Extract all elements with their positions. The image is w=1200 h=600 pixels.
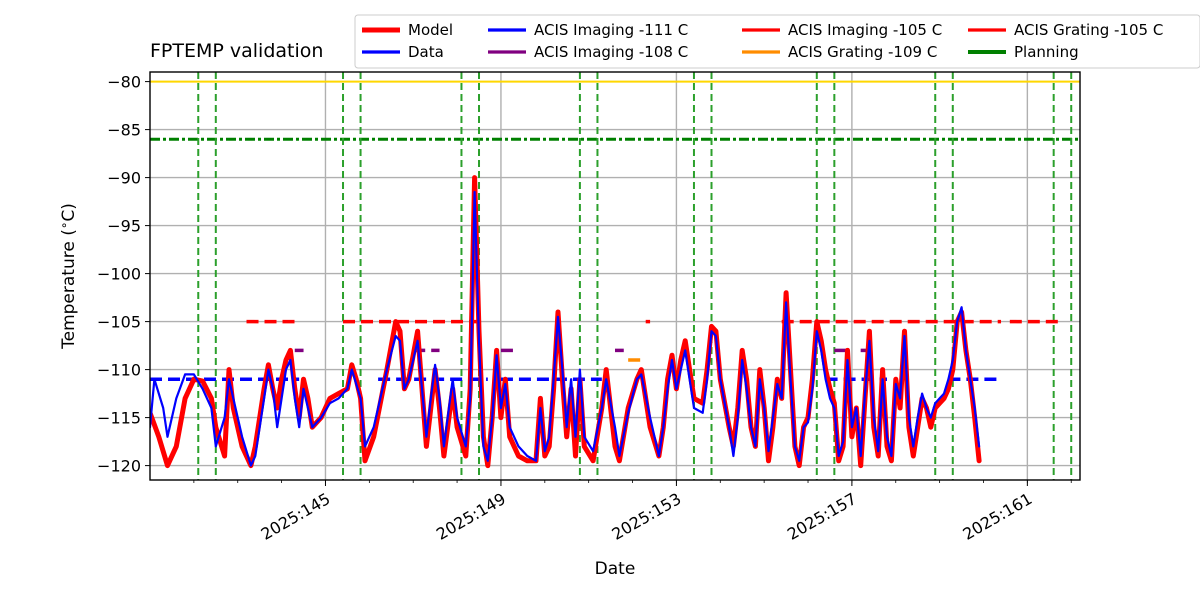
data-series-line: [150, 190, 981, 467]
plot-frame: [149, 71, 1081, 481]
legend-label: ACIS Imaging -111 C: [534, 21, 688, 39]
y-tick-label: −120: [97, 457, 141, 476]
y-tick-label: −110: [97, 361, 141, 380]
y-axis-label-unit: C): [59, 203, 79, 222]
y-axis-label: Temperature (∘C): [57, 203, 79, 350]
y-axis-label-text: Temperature (: [59, 229, 79, 350]
x-tick-label: 2025:145: [258, 489, 334, 544]
x-axis-label: Date: [595, 559, 636, 579]
legend-label: Model: [408, 21, 453, 39]
y-tick-label: −105: [97, 313, 141, 332]
chart-title: FPTEMP validation: [150, 40, 323, 62]
legend-label: ACIS Grating -109 C: [788, 43, 937, 61]
legend-label: Planning: [1014, 43, 1079, 61]
y-tick-label: −95: [107, 217, 141, 236]
x-tick-label: 2025:149: [433, 489, 509, 544]
y-tick-label: −80: [107, 73, 141, 92]
y-axis: −80 −85 −90 −95 −100 −105 −110 −115 −120: [97, 73, 150, 476]
y-tick-label: −90: [107, 169, 141, 188]
y-tick-label: −85: [107, 121, 141, 140]
gridlines: [150, 72, 1080, 480]
x-tick-label: 2025:157: [784, 489, 860, 544]
y-axis-label-degree: ∘: [57, 222, 71, 230]
legend-label: Data: [408, 43, 444, 61]
y-tick-label: −115: [97, 409, 141, 428]
x-axis: 2025:145 2025:149 2025:153 2025:157 2025:161: [193, 480, 1072, 544]
x-tick-label: 2025:153: [609, 489, 685, 544]
legend-label: ACIS Imaging -108 C: [534, 43, 688, 61]
legend: Model Data ACIS Imaging -111 C ACIS Imaging…: [354, 14, 1200, 69]
y-tick-label: −100: [97, 265, 141, 284]
legend-label: ACIS Grating -105 C: [1014, 21, 1163, 39]
plot-area: [150, 72, 1080, 480]
x-tick-label: 2025:161: [959, 489, 1035, 544]
legend-label: ACIS Imaging -105 C: [788, 21, 942, 39]
